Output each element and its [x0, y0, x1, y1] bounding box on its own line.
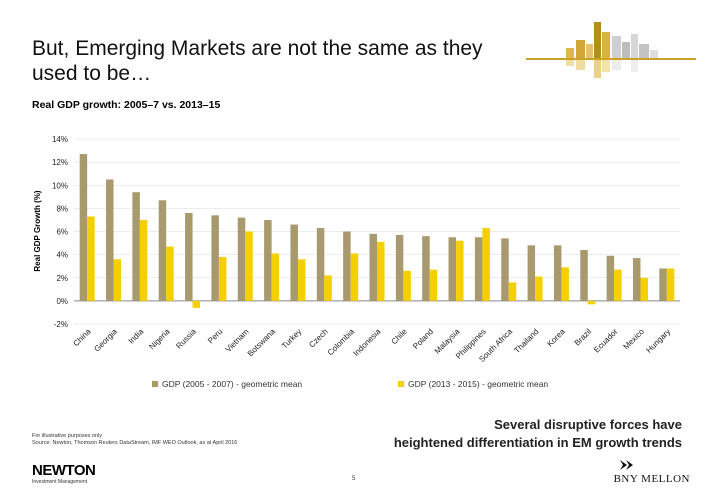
key-takeaway: Several disruptive forces have heightene…	[342, 416, 682, 452]
bar-series2-indonesia	[377, 241, 385, 301]
bar-series2-peru	[218, 256, 227, 301]
bar-series2-russia	[192, 300, 201, 308]
x-tick-label: Georgia	[92, 327, 119, 354]
legend-item-series2: GDP (2013 - 2015) - geometric mean	[398, 379, 548, 389]
bar-series1-philippines	[474, 237, 483, 301]
bar-series1-mexico	[632, 258, 641, 301]
bar-series2-malaysia	[456, 240, 464, 301]
bar-series1-peru	[211, 215, 219, 301]
takeaway-line-2: heightened differentiation in EM growth …	[393, 435, 682, 450]
x-tick-label: Indonesia	[352, 327, 383, 358]
bar-series1-colombia	[343, 231, 351, 301]
x-tick-label: Botswana	[246, 327, 278, 359]
x-tick-label: Brazil	[573, 327, 594, 348]
bar-series1-georgia	[106, 179, 114, 301]
y-axis-title: Real GDP Growth (%)	[33, 190, 42, 272]
x-tick-label: Chile	[390, 327, 410, 347]
gdp-bar-chart: -2% 0% 2% 4% 6% 8% 10% 12% 14% China Georgia India N…	[33, 135, 680, 364]
bar-series2-south-africa	[508, 282, 517, 301]
x-tick-label: Poland	[411, 327, 435, 351]
x-tick-label: Turkey	[280, 327, 303, 350]
footnote-source: Source: Newton, Thomson Reuters DataStre…	[32, 440, 238, 446]
bar-series1-india	[132, 192, 140, 301]
y-tick-label: 14%	[52, 135, 68, 144]
bar-series1-vietnam	[237, 217, 246, 301]
footnote-disclaimer: For illustrative purposes only	[32, 433, 103, 439]
bar-series1-turkey	[290, 224, 298, 301]
bar-series2-hungary	[666, 268, 675, 301]
bar-series2-chile	[403, 270, 411, 301]
bar-series2-czech	[324, 275, 332, 301]
bar-series1-south-africa	[501, 238, 509, 301]
bny-mellon-logo: BNY MELLON	[613, 473, 690, 485]
bar-series1-korea	[553, 245, 562, 301]
bar-series2-nigeria	[166, 246, 174, 301]
bar-series2-brazil	[587, 300, 596, 305]
bar-series1-thailand	[527, 245, 536, 301]
bar-series1-chile	[395, 234, 404, 301]
footnote: For illustrative purposes only Source: N…	[32, 433, 237, 447]
bar-series1-hungary	[659, 268, 667, 301]
bar-series2-botswana	[271, 253, 280, 301]
x-tick-label: Czech	[307, 327, 329, 349]
chart-subtitle: Real GDP growth: 2005–7 vs. 2013–15	[32, 99, 221, 111]
bar-series2-china	[87, 216, 95, 301]
legend-swatch-series2	[398, 381, 404, 387]
bar-series2-georgia	[113, 259, 122, 301]
newton-logo: NEWTON	[32, 462, 96, 479]
bar-series1-indonesia	[369, 233, 377, 301]
bar-series1-russia	[185, 213, 193, 301]
y-tick-label: 6%	[56, 228, 68, 237]
bar-series2-ecuador	[614, 269, 622, 301]
newton-logo-subtitle: Investment Management	[32, 479, 88, 485]
x-tick-label: Peru	[206, 327, 224, 345]
bar-series1-brazil	[580, 250, 588, 301]
y-tick-label: -2%	[54, 320, 68, 329]
y-tick-label: 0%	[56, 297, 68, 306]
bny-mellon-mark-icon	[620, 460, 633, 470]
y-tick-label: 8%	[56, 204, 68, 213]
bar-series1-ecuador	[606, 255, 615, 301]
bar-series2-mexico	[640, 277, 648, 301]
legend-label-series1: GDP (2005 - 2007) - geometric mean	[162, 379, 303, 389]
city-skyline-graphic	[526, 22, 696, 78]
legend-item-series1: GDP (2005 - 2007) - geometric mean	[152, 379, 302, 389]
slide-title: But, Emerging Markets are not the same a…	[32, 37, 483, 85]
bar-series1-nigeria	[158, 200, 167, 301]
bar-series1-botswana	[264, 219, 272, 301]
x-tick-label: Hungary	[644, 327, 672, 355]
y-tick-label: 10%	[52, 181, 68, 190]
legend-label-series2: GDP (2013 - 2015) - geometric mean	[408, 379, 549, 389]
bar-series2-thailand	[535, 276, 543, 301]
legend-swatch-series1	[152, 381, 158, 387]
bar-series2-poland	[429, 269, 438, 301]
x-tick-label: Russia	[174, 327, 198, 351]
x-tick-label: Korea	[545, 327, 567, 349]
bar-series2-india	[139, 219, 148, 301]
bar-series2-korea	[561, 267, 569, 301]
takeaway-line-1: Several disruptive forces have	[494, 417, 682, 432]
bar-series2-turkey	[297, 259, 306, 301]
y-tick-label: 12%	[52, 158, 68, 167]
bar-series1-poland	[422, 236, 430, 301]
x-tick-label: Nigeria	[147, 327, 172, 352]
bar-series1-czech	[316, 228, 325, 301]
x-tick-label: India	[127, 327, 146, 346]
x-tick-label: Thailand	[512, 327, 540, 355]
x-tick-label: Mexico	[622, 327, 647, 352]
bar-series2-vietnam	[245, 231, 253, 301]
bar-series1-malaysia	[448, 237, 457, 301]
bar-series1-china	[79, 154, 88, 301]
y-tick-label: 4%	[56, 251, 68, 260]
x-tick-label: Ecuador	[592, 327, 620, 355]
x-tick-label: China	[71, 327, 93, 349]
bar-series2-philippines	[482, 228, 490, 301]
bar-series2-colombia	[350, 253, 359, 301]
y-tick-label: 2%	[56, 274, 68, 283]
page-number: 5	[352, 476, 356, 482]
